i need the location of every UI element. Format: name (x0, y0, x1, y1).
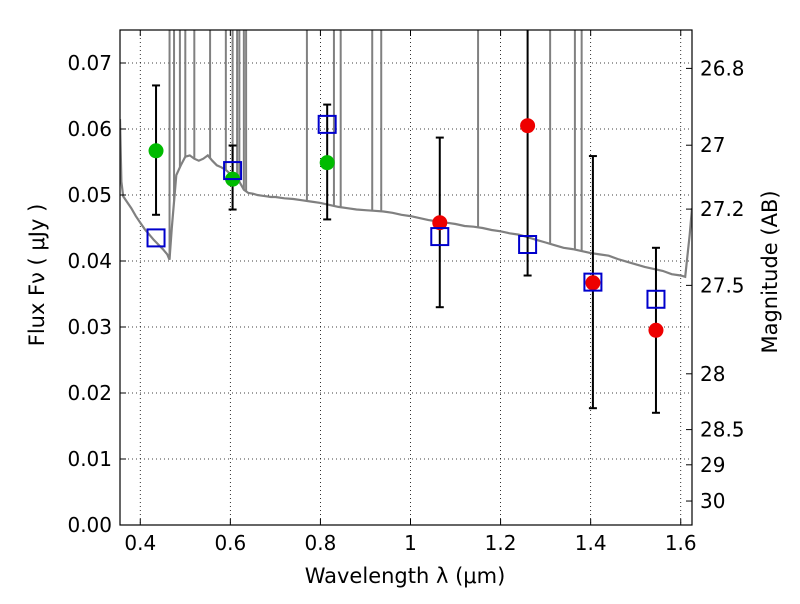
plot-frame (120, 30, 692, 525)
y2-axis-label: Magnitude (AB) (758, 190, 782, 353)
y-tick-label: 0.04 (67, 249, 112, 273)
x-tick-label: 1.4 (575, 531, 607, 555)
y2-tick-label: 28.5 (700, 418, 745, 442)
x-tick-label: 0.6 (214, 531, 246, 555)
y2-tick-label: 27 (700, 133, 725, 157)
gridlines (120, 30, 692, 525)
y-tick-label: 0.03 (67, 315, 112, 339)
y2-tick-label: 30 (700, 489, 725, 513)
y-tick-label: 0.05 (67, 183, 112, 207)
y-tick-label: 0.00 (67, 513, 112, 537)
detected-point (149, 143, 164, 158)
x-tick-label: 0.8 (305, 531, 337, 555)
y-tick-label: 0.02 (67, 381, 112, 405)
y2-tick-label: 26.8 (700, 56, 745, 80)
x-tick-label: 0.4 (124, 531, 156, 555)
y-tick-label: 0.06 (67, 117, 112, 141)
x-tick-label: 1 (404, 531, 417, 555)
y2-tick-label: 27.5 (700, 273, 745, 297)
x-tick-label: 1.6 (665, 531, 697, 555)
other-point (648, 323, 663, 338)
other-point (520, 118, 535, 133)
model-photometry-square (148, 229, 165, 246)
model-spectrum-line (120, 119, 692, 277)
x-tick-label: 1.2 (485, 531, 517, 555)
detected-point (320, 155, 335, 170)
y2-tick-label: 28 (700, 362, 725, 386)
plot-area (120, 30, 692, 413)
x-axis-label: Wavelength λ (μm) (305, 564, 506, 588)
y-tick-label: 0.01 (67, 447, 112, 471)
y-axis-label: Flux Fν ( μJy ) (25, 204, 49, 347)
y2-tick-label: 27.2 (700, 197, 745, 221)
other-point (585, 275, 600, 290)
y2-tick-label: 29 (700, 453, 725, 477)
y-tick-label: 0.07 (67, 51, 112, 75)
